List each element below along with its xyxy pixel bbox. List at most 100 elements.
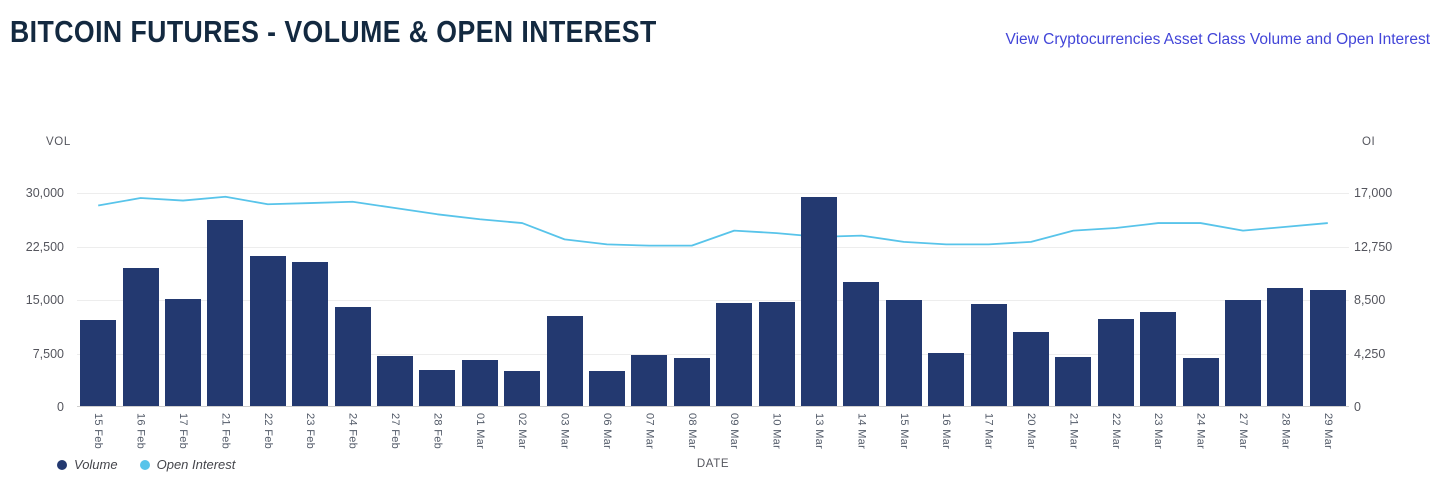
x-axis-tick-label: 28 Mar: [1279, 413, 1292, 450]
volume-bar[interactable]: [970, 304, 1007, 406]
volume-bar[interactable]: [334, 306, 371, 406]
x-axis-tick: 22 Mar: [1095, 413, 1137, 449]
volume-bar[interactable]: [419, 370, 456, 406]
axis-tick-label: 15,000: [25, 293, 64, 307]
chart-legend: Volume Open Interest: [57, 457, 235, 472]
x-axis-tick: 16 Feb: [119, 413, 161, 449]
axis-tick-label: 17,000: [1354, 186, 1393, 200]
x-axis-tick-label: 16 Mar: [940, 413, 953, 450]
x-axis-tick: 28 Feb: [416, 413, 458, 449]
x-axis-tick-label: 17 Mar: [982, 413, 995, 450]
volume-bar[interactable]: [1225, 300, 1261, 406]
x-axis-tick: 06 Mar: [586, 413, 628, 449]
volume-bar[interactable]: [801, 197, 837, 406]
x-axis-tick-label: 21 Feb: [219, 413, 232, 450]
x-axis-tick: 24 Mar: [1179, 413, 1221, 449]
volume-bar[interactable]: [377, 356, 413, 406]
x-axis-tick-label: 06 Mar: [600, 413, 613, 450]
x-axis-tick-label: 22 Mar: [1109, 413, 1122, 450]
volume-bar[interactable]: [80, 320, 117, 406]
x-axis-tick-label: 09 Mar: [728, 413, 741, 450]
volume-bar[interactable]: [461, 360, 498, 406]
x-axis-tick: 09 Mar: [713, 413, 755, 449]
legend-item-volume[interactable]: Volume: [57, 457, 118, 472]
gridline: [77, 353, 1349, 355]
x-axis-tick-label: 07 Mar: [643, 413, 656, 450]
volume-bar[interactable]: [1055, 356, 1092, 406]
x-axis-tick-label: 03 Mar: [558, 413, 571, 450]
open-interest-line: [98, 195, 1328, 247]
x-axis-tick: 07 Mar: [628, 413, 670, 449]
volume-bar[interactable]: [1097, 318, 1134, 406]
axis-tick-label: 22,500: [25, 239, 64, 254]
axis-tick-label: 30,000: [25, 186, 64, 200]
x-axis-tick: 28 Mar: [1264, 413, 1306, 449]
volume-bar[interactable]: [504, 371, 541, 406]
volume-bar[interactable]: [207, 219, 244, 406]
axis-tick-label: 0: [57, 400, 64, 414]
volume-bar[interactable]: [1267, 288, 1304, 406]
x-axis-tick-label: 10 Mar: [770, 413, 783, 450]
x-axis-tick-label: 01 Mar: [473, 413, 486, 450]
plot-area: [77, 193, 1349, 407]
x-axis-tick-label: 13 Mar: [812, 413, 825, 450]
axis-tick-label: 7,500: [32, 346, 64, 361]
volume-bar[interactable]: [165, 299, 201, 406]
x-axis-tick: 21 Feb: [204, 413, 246, 449]
open-interest-line-layer: [98, 195, 1328, 247]
x-axis-tick-label: 22 Feb: [261, 413, 274, 450]
volume-bar[interactable]: [546, 316, 583, 406]
x-axis-tick-label: 14 Mar: [855, 413, 868, 450]
x-axis-tick-label: 16 Feb: [134, 413, 147, 450]
x-axis-tick: 29 Mar: [1307, 413, 1349, 449]
x-axis-tick: 14 Mar: [840, 413, 882, 449]
x-axis-tick-label: 15 Mar: [897, 413, 910, 450]
axis-tick-label: 12,750: [1354, 239, 1393, 254]
x-axis-tick: 01 Mar: [459, 413, 501, 449]
volume-bar[interactable]: [1182, 357, 1219, 406]
volume-bar[interactable]: [716, 302, 753, 406]
x-axis-tick: 17 Feb: [162, 413, 204, 449]
volume-bar[interactable]: [885, 300, 922, 406]
volume-bar[interactable]: [1140, 311, 1177, 406]
x-axis-tick: 17 Mar: [967, 413, 1009, 449]
x-axis-tick-label: 23 Feb: [304, 413, 317, 450]
volume-bar[interactable]: [122, 267, 159, 406]
legend-item-open-interest[interactable]: Open Interest: [139, 457, 236, 472]
x-axis-tick-label: 21 Mar: [1067, 413, 1080, 450]
gridline: [77, 300, 1349, 301]
asset-class-volume-link[interactable]: View Cryptocurrencies Asset Class Volume…: [1005, 31, 1430, 48]
x-axis-tick-label: 17 Feb: [176, 413, 189, 450]
volume-bar[interactable]: [631, 354, 668, 406]
volume-bar[interactable]: [1013, 331, 1049, 406]
volume-bar[interactable]: [292, 261, 329, 406]
gridline: [77, 193, 1349, 194]
x-axis-tick-label: 20 Mar: [1024, 413, 1037, 450]
x-axis-tick: 23 Mar: [1137, 413, 1179, 449]
x-axis-tick: 24 Feb: [331, 413, 373, 449]
volume-bar[interactable]: [589, 371, 625, 406]
legend-dot-icon: [57, 459, 67, 470]
volume-bar[interactable]: [249, 256, 286, 406]
x-axis-labels: 15 Feb 16 Feb 17 Feb 21 Feb 22 Feb 23 Feb 24 F…: [77, 413, 1349, 455]
x-axis-tick: 02 Mar: [501, 413, 543, 449]
volume-bar[interactable]: [843, 281, 880, 406]
x-axis-tick-label: 24 Feb: [346, 413, 359, 450]
axis-tick-label: 8,500: [1354, 293, 1386, 307]
x-axis-tick-label: 23 Mar: [1152, 413, 1165, 450]
x-axis-tick: 15 Feb: [77, 413, 119, 449]
x-axis-tick: 03 Mar: [543, 413, 585, 449]
legend-dot-icon: [139, 459, 150, 470]
right-axis-unit-label: OI: [1362, 136, 1376, 148]
axis-tick-label: 4,250: [1354, 346, 1386, 361]
legend-label: Open Interest: [156, 457, 236, 472]
x-axis-tick-label: 29 Mar: [1321, 413, 1334, 450]
volume-bar[interactable]: [1309, 289, 1346, 406]
x-axis-tick: 21 Mar: [1052, 413, 1094, 449]
x-axis-tick-label: 02 Mar: [516, 413, 529, 450]
volume-bar[interactable]: [673, 358, 710, 406]
gridline: [77, 246, 1349, 248]
volume-bar[interactable]: [928, 353, 965, 406]
left-axis-unit-label: VOL: [46, 136, 71, 148]
volume-bar[interactable]: [758, 301, 795, 406]
